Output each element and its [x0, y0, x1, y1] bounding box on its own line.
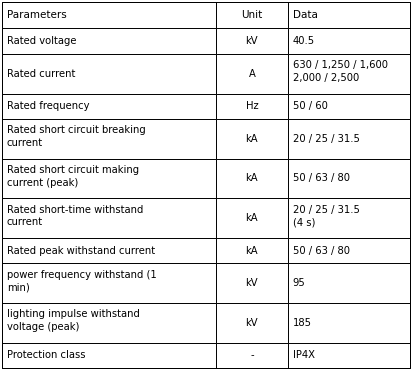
- Text: Rated voltage: Rated voltage: [7, 36, 77, 46]
- Bar: [2, 198, 216, 238]
- Text: 50 / 60: 50 / 60: [293, 101, 328, 111]
- Bar: [288, 343, 410, 368]
- Bar: [2, 238, 216, 263]
- Bar: [288, 119, 410, 159]
- Bar: [288, 303, 410, 343]
- Text: 185: 185: [293, 318, 311, 328]
- Text: 50 / 63 / 80: 50 / 63 / 80: [293, 174, 349, 184]
- Text: 50 / 63 / 80: 50 / 63 / 80: [293, 246, 349, 256]
- Text: Rated short-time withstand
current: Rated short-time withstand current: [7, 205, 143, 228]
- Text: 630 / 1,250 / 1,600
2,000 / 2,500: 630 / 1,250 / 1,600 2,000 / 2,500: [293, 60, 388, 83]
- Text: 20 / 25 / 31.5: 20 / 25 / 31.5: [293, 134, 359, 144]
- Text: kA: kA: [246, 174, 258, 184]
- Bar: [216, 343, 288, 368]
- Text: Unit: Unit: [241, 10, 262, 20]
- Text: Rated peak withstand current: Rated peak withstand current: [7, 246, 155, 256]
- Text: Rated short circuit making
current (peak): Rated short circuit making current (peak…: [7, 165, 139, 188]
- Bar: [216, 159, 288, 198]
- Bar: [288, 2, 410, 28]
- Text: kA: kA: [246, 213, 258, 223]
- Bar: [2, 2, 216, 28]
- Text: Hz: Hz: [246, 101, 258, 111]
- Text: Data: Data: [293, 10, 317, 20]
- Text: 20 / 25 / 31.5
(4 s): 20 / 25 / 31.5 (4 s): [293, 205, 359, 228]
- Bar: [216, 303, 288, 343]
- Bar: [288, 238, 410, 263]
- Bar: [216, 198, 288, 238]
- Bar: [288, 263, 410, 303]
- Text: kV: kV: [246, 36, 258, 46]
- Bar: [2, 28, 216, 54]
- Text: 40.5: 40.5: [293, 36, 315, 46]
- Text: kV: kV: [246, 278, 258, 288]
- Bar: [216, 263, 288, 303]
- Text: A: A: [248, 69, 255, 79]
- Bar: [2, 94, 216, 119]
- Text: kA: kA: [246, 246, 258, 256]
- Text: Parameters: Parameters: [7, 10, 67, 20]
- Bar: [216, 238, 288, 263]
- Text: IP4X: IP4X: [293, 350, 314, 360]
- Bar: [216, 54, 288, 94]
- Bar: [288, 198, 410, 238]
- Text: power frequency withstand (1
min): power frequency withstand (1 min): [7, 270, 157, 293]
- Text: kV: kV: [246, 318, 258, 328]
- Bar: [2, 263, 216, 303]
- Bar: [288, 28, 410, 54]
- Bar: [2, 303, 216, 343]
- Bar: [216, 119, 288, 159]
- Bar: [288, 159, 410, 198]
- Bar: [2, 54, 216, 94]
- Text: lighting impulse withstand
voltage (peak): lighting impulse withstand voltage (peak…: [7, 309, 140, 332]
- Bar: [2, 343, 216, 368]
- Bar: [216, 94, 288, 119]
- Bar: [288, 94, 410, 119]
- Text: 95: 95: [293, 278, 305, 288]
- Bar: [2, 119, 216, 159]
- Text: Protection class: Protection class: [7, 350, 85, 360]
- Bar: [216, 28, 288, 54]
- Bar: [216, 2, 288, 28]
- Bar: [2, 159, 216, 198]
- Text: Rated frequency: Rated frequency: [7, 101, 89, 111]
- Text: Rated current: Rated current: [7, 69, 75, 79]
- Bar: [288, 54, 410, 94]
- Text: kA: kA: [246, 134, 258, 144]
- Text: Rated short circuit breaking
current: Rated short circuit breaking current: [7, 125, 146, 148]
- Text: -: -: [250, 350, 254, 360]
